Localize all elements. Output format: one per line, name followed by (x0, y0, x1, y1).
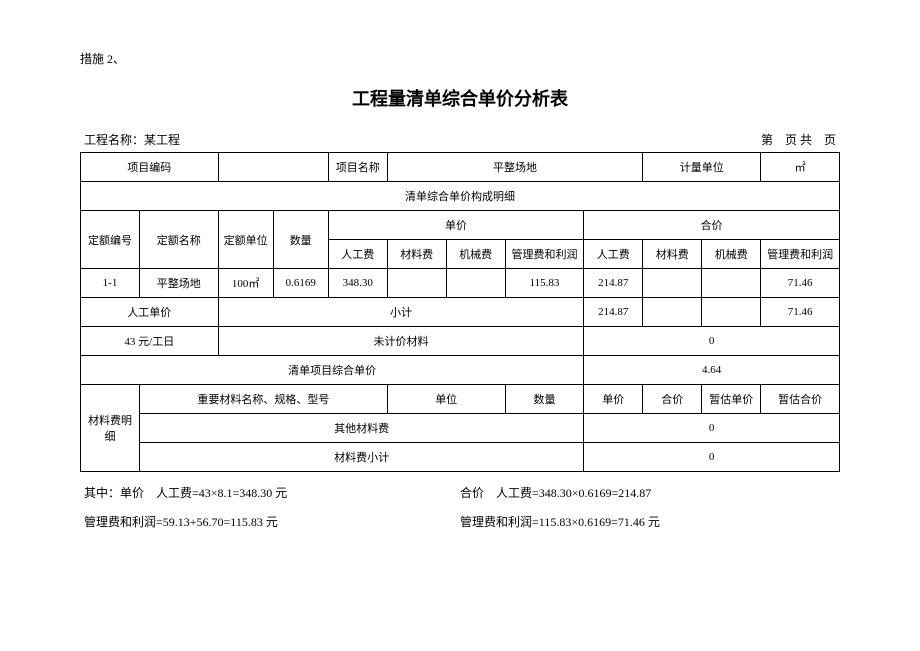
material-est-total-label: 暂估合价 (761, 385, 840, 414)
cell-t-machine (702, 269, 761, 298)
material-detail-label: 材料费明细 (81, 385, 140, 472)
subtotal-mgmt: 71.46 (761, 298, 840, 327)
labor-price-label: 人工单价 (81, 298, 219, 327)
table-row: 材料费小计 0 (81, 443, 840, 472)
cell-u-material (387, 269, 446, 298)
cell-u-mgmt: 115.83 (505, 269, 584, 298)
meta-row: 工程名称：某工程 第 页 共 页 (80, 131, 840, 148)
table-row: 定额编号 定额名称 定额单位 数量 单价 合价 (81, 211, 840, 240)
cell-code: 1-1 (81, 269, 140, 298)
subtotal-material (643, 298, 702, 327)
cell-u-labor: 348.30 (328, 269, 387, 298)
cell-unit: 100㎡ (218, 269, 273, 298)
page-number-label: 第 页 共 页 (761, 131, 836, 148)
footer-l2-left: 管理费和利润=59.13+56.70=115.83 元 (80, 513, 460, 530)
table-row: 材料费明细 重要材料名称、规格、型号 单位 数量 单价 合价 暂估单价 暂估合价 (81, 385, 840, 414)
project-name-label: 项目名称 (328, 153, 387, 182)
material-est-unit-label: 暂估单价 (702, 385, 761, 414)
cell-u-machine (446, 269, 505, 298)
table-row: 其他材料费 0 (81, 414, 840, 443)
material-subtotal-value: 0 (584, 443, 840, 472)
table-row: 清单综合单价构成明细 (81, 182, 840, 211)
project-name-label: 工程名称：某工程 (84, 131, 180, 148)
material-total-label: 合价 (643, 385, 702, 414)
subtotal-label: 小计 (218, 298, 584, 327)
material-subtotal-label: 材料费小计 (139, 443, 583, 472)
cell-t-mgmt: 71.46 (761, 269, 840, 298)
table-row: 项目编码 项目名称 平整场地 计量单位 ㎡ (81, 153, 840, 182)
project-code-value (218, 153, 328, 182)
material-name-label: 重要材料名称、规格、型号 (139, 385, 387, 414)
other-material-value: 0 (584, 414, 840, 443)
subtotal-labor: 214.87 (584, 298, 643, 327)
cell-t-labor: 214.87 (584, 269, 643, 298)
subtotal-machine (702, 298, 761, 327)
material-unit-label: 单位 (387, 385, 505, 414)
col-unit-price: 单价 (328, 211, 584, 240)
col-u-labor: 人工费 (328, 240, 387, 269)
composite-label: 清单项目综合单价 (81, 356, 584, 385)
unit-value: ㎡ (761, 153, 840, 182)
col-code: 定额编号 (81, 211, 140, 269)
page-title: 工程量清单综合单价分析表 (80, 85, 840, 111)
cell-name: 平整场地 (139, 269, 218, 298)
col-t-mgmt: 管理费和利润 (761, 240, 840, 269)
unpriced-material-value: 0 (584, 327, 840, 356)
col-total-price: 合价 (584, 211, 840, 240)
table-row: 清单项目综合单价 4.64 (81, 356, 840, 385)
material-qty-label: 数量 (505, 385, 584, 414)
other-material-label: 其他材料费 (139, 414, 583, 443)
col-name: 定额名称 (139, 211, 218, 269)
col-u-mgmt: 管理费和利润 (505, 240, 584, 269)
footer-l1-right: 合价 人工费=348.30×0.6169=214.87 (460, 484, 840, 501)
col-t-machine: 机械费 (702, 240, 761, 269)
col-unit: 定额单位 (218, 211, 273, 269)
cell-t-material (643, 269, 702, 298)
project-name-value: 平整场地 (387, 153, 643, 182)
footer-l1-left: 其中：单价 人工费=43×8.1=348.30 元 (80, 484, 460, 501)
col-qty: 数量 (273, 211, 328, 269)
header-note: 措施 2、 (80, 50, 840, 67)
cell-qty: 0.6169 (273, 269, 328, 298)
col-u-material: 材料费 (387, 240, 446, 269)
col-u-machine: 机械费 (446, 240, 505, 269)
table-row: 人工单价 小计 214.87 71.46 (81, 298, 840, 327)
labor-rate: 43 元/工日 (81, 327, 219, 356)
main-table: 项目编码 项目名称 平整场地 计量单位 ㎡ 清单综合单价构成明细 定额编号 定额… (80, 152, 840, 472)
section-title: 清单综合单价构成明细 (81, 182, 840, 211)
material-unitprice-label: 单价 (584, 385, 643, 414)
unit-label: 计量单位 (643, 153, 761, 182)
table-row: 1-1 平整场地 100㎡ 0.6169 348.30 115.83 214.8… (81, 269, 840, 298)
col-t-labor: 人工费 (584, 240, 643, 269)
footer-l2-right: 管理费和利润=115.83×0.6169=71.46 元 (460, 513, 840, 530)
table-row: 43 元/工日 未计价材料 0 (81, 327, 840, 356)
col-t-material: 材料费 (643, 240, 702, 269)
unpriced-material-label: 未计价材料 (218, 327, 584, 356)
composite-value: 4.64 (584, 356, 840, 385)
project-code-label: 项目编码 (81, 153, 219, 182)
footer-notes: 其中：单价 人工费=43×8.1=348.30 元 合价 人工费=348.30×… (80, 484, 840, 530)
